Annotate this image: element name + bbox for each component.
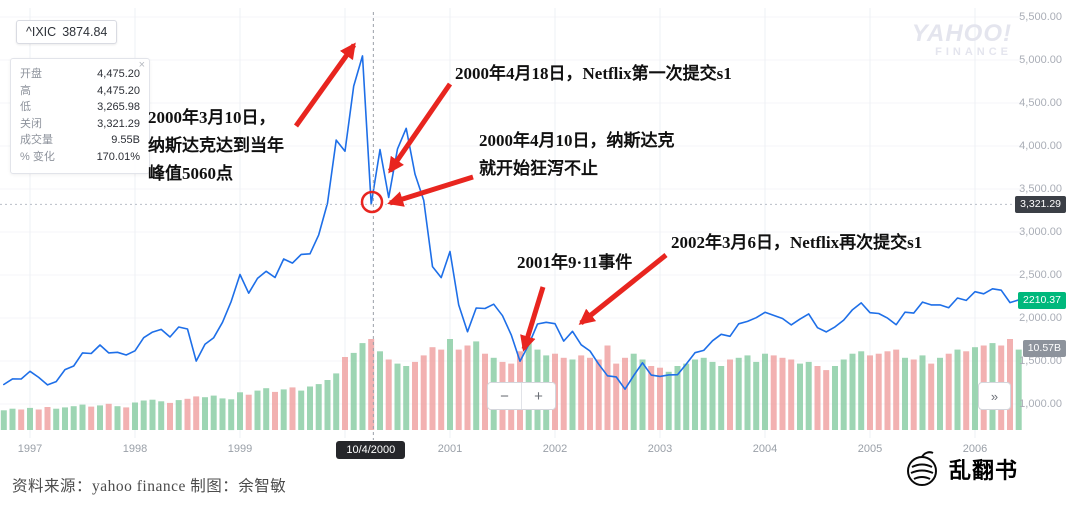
crosshair-lines <box>0 12 1022 440</box>
ohlc-row-label: 低 <box>20 101 31 113</box>
year-axis-label: 2003 <box>647 443 673 455</box>
symbol-label: ^IXIC <box>26 25 57 39</box>
annotation-text-line: 2000年4月18日，Netflix第一次提交s1 <box>455 64 732 83</box>
year-axis-label: 1998 <box>122 443 148 455</box>
annotation-text-line: 2000年4月10日，纳斯达克 <box>479 131 675 150</box>
scroll-forward-button[interactable]: » <box>978 382 1011 410</box>
year-axis-label: 1999 <box>227 443 253 455</box>
ohlc-row-value: 3,321.29 <box>97 117 140 130</box>
ohlc-row: 关闭 3,321.29 <box>20 116 140 133</box>
symbol-price-badge: ^IXIC 3874.84 <box>16 20 118 44</box>
ohlc-tooltip: × 开盘 4,475.20 高 4,475.20 低 3,265.98 关闭 3,321.29… <box>10 58 150 174</box>
price-axis-label: 5,000.00 <box>1019 54 1062 66</box>
year-axis-label: 2001 <box>437 443 463 455</box>
annotation-text-line: 2002年3月6日，Netflix再次提交s1 <box>671 233 923 252</box>
finance-logo-text: FINANCE <box>935 46 1012 58</box>
ohlc-row-value: 9.55B <box>111 134 140 146</box>
yahoo-logo-text: YAHOO! <box>911 20 1012 47</box>
luanfanshu-logo-icon <box>907 451 937 486</box>
ohlc-row-label: % 变化 <box>20 150 55 163</box>
price-axis-label: 2,000.00 <box>1019 312 1062 324</box>
close-icon[interactable]: × <box>138 59 145 71</box>
price-line <box>3 55 1020 390</box>
annotation-event-911: 2001年9·11事件 <box>517 249 632 277</box>
current-volume-badge: 10.57B <box>1022 340 1066 357</box>
annotation-peak-2000: 2000年3月10日， 纳斯达克达到当年 峰值5060点 <box>148 104 284 188</box>
price-axis-label: 1,000.00 <box>1019 398 1062 410</box>
annotation-text-line: 就开始狂泻不止 <box>479 159 598 178</box>
zoom-in-button[interactable]: + <box>521 383 555 409</box>
annotation-netflix-s1-first: 2000年4月18日，Netflix第一次提交s1 <box>455 60 732 88</box>
price-axis-label: 4,000.00 <box>1019 140 1062 152</box>
annotation-text-line: 2000年3月10日， <box>148 108 276 127</box>
price-axis-label: 2,500.00 <box>1019 269 1062 281</box>
year-axis-label: 2005 <box>857 443 883 455</box>
ohlc-row-label: 成交量 <box>20 134 53 146</box>
ohlc-row-value: 4,475.20 <box>97 68 140 80</box>
ohlc-row: 成交量 9.55B <box>20 132 140 149</box>
annotation-text-line: 纳斯达克达到当年 <box>148 136 284 155</box>
price-axis-label: 4,500.00 <box>1019 97 1062 109</box>
crosshair-price-badge: 3,321.29 <box>1015 196 1066 214</box>
ohlc-row: 低 3,265.98 <box>20 99 140 116</box>
annotation-crash-start: 2000年4月10日，纳斯达克 就开始狂泻不止 <box>479 127 675 183</box>
crosshair-date-badge: 10/4/2000 <box>336 441 406 459</box>
ohlc-row-label: 高 <box>20 84 31 97</box>
ohlc-row-value: 4,475.20 <box>97 84 140 97</box>
last-price-label: 3874.84 <box>62 25 108 39</box>
source-credit-line: 资料来源：yahoo finance 制图：余智敏 <box>12 478 287 495</box>
ohlc-row: % 变化 170.01% <box>20 149 140 166</box>
ohlc-row: 开盘 4,475.20 <box>20 66 140 83</box>
price-axis-label: 1,500.00 <box>1019 355 1062 367</box>
current-price-badge: 2210.37 <box>1018 291 1066 309</box>
zoom-out-button[interactable]: − <box>488 383 521 409</box>
year-axis-label: 2006 <box>962 443 988 455</box>
luanfanshu-logo-text: 乱翻书 <box>949 458 1019 483</box>
ohlc-row-value: 170.01% <box>96 150 140 163</box>
ohlc-row-label: 关闭 <box>20 117 42 130</box>
ohlc-row-label: 开盘 <box>20 68 42 80</box>
annotation-text-line: 峰值5060点 <box>148 164 233 183</box>
year-axis-label: 1997 <box>17 443 43 455</box>
annotation-netflix-s1-second: 2002年3月6日，Netflix再次提交s1 <box>671 229 922 257</box>
price-axis-label: 5,500.00 <box>1019 11 1062 23</box>
ohlc-row-value: 3,265.98 <box>97 101 140 113</box>
price-axis-label: 3,000.00 <box>1019 226 1062 238</box>
year-axis-label: 2002 <box>542 443 568 455</box>
yahoo-finance-watermark: YAHOO! FINANCE <box>912 22 1012 59</box>
zoom-control: − + <box>487 382 556 410</box>
ohlc-row: 高 4,475.20 <box>20 83 140 100</box>
year-axis-label: 2004 <box>752 443 778 455</box>
luanfanshu-logo: 乱翻书 <box>902 449 1018 489</box>
ohlc-rows: 开盘 4,475.20 高 4,475.20 低 3,265.98 关闭 3,321.29 成交… <box>20 66 140 165</box>
price-axis-label: 3,500.00 <box>1019 183 1062 195</box>
annotation-text-line: 2001年9·11事件 <box>517 253 633 272</box>
